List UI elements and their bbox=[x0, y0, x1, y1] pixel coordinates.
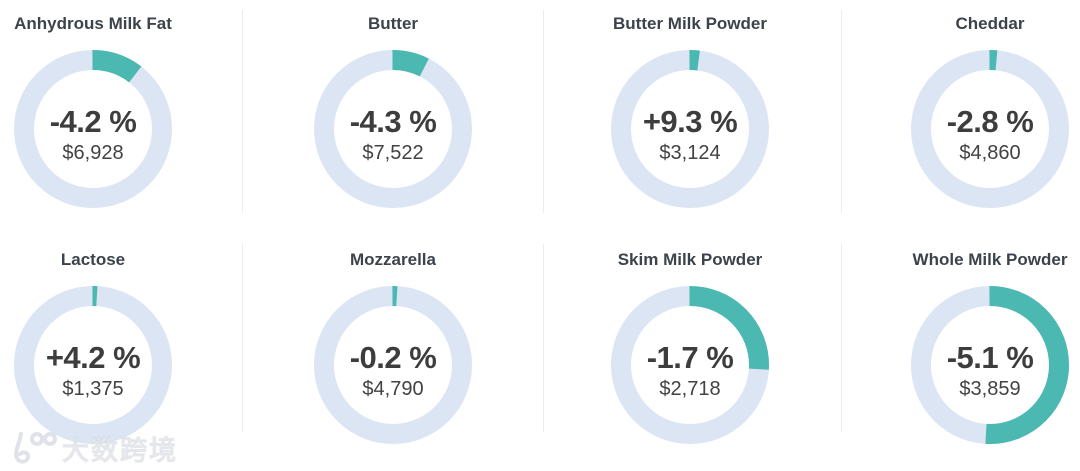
kpi-card-butter-milk-powder: Butter Milk Powder +9.3 % $3,124 bbox=[570, 13, 810, 209]
donut-track bbox=[14, 286, 172, 444]
kpi-card-skim-milk-powder: Skim Milk Powder -1.7 % $2,718 bbox=[570, 249, 810, 445]
kpi-card-whole-milk-powder: Whole Milk Powder -5.1 % $3,859 bbox=[870, 249, 1080, 445]
donut-arc bbox=[611, 50, 769, 208]
donut-track bbox=[14, 50, 172, 208]
donut-chart[interactable]: -1.7 % $2,718 bbox=[610, 285, 770, 445]
kpi-card-cheddar: Cheddar -2.8 % $4,860 bbox=[870, 13, 1080, 209]
kpi-card-anhydrous-milk-fat: Anhydrous Milk Fat -4.2 % $6,928 bbox=[0, 13, 213, 209]
kpi-card-butter: Butter -4.3 % $7,522 bbox=[273, 13, 513, 209]
donut-track bbox=[611, 50, 769, 208]
column-divider bbox=[242, 244, 243, 432]
donut-arc bbox=[314, 50, 472, 208]
donut-chart[interactable]: +9.3 % $3,124 bbox=[610, 49, 770, 209]
donut-arc bbox=[314, 286, 472, 444]
donut-arc bbox=[611, 286, 769, 444]
card-title: Anhydrous Milk Fat bbox=[14, 14, 172, 33]
column-divider bbox=[543, 244, 544, 432]
column-divider bbox=[242, 10, 243, 213]
donut-chart[interactable]: -4.3 % $7,522 bbox=[313, 49, 473, 209]
column-divider bbox=[841, 244, 842, 432]
donut-chart[interactable]: -2.8 % $4,860 bbox=[910, 49, 1070, 209]
column-divider bbox=[841, 10, 842, 213]
card-title: Butter Milk Powder bbox=[613, 14, 767, 33]
card-title: Cheddar bbox=[955, 14, 1025, 33]
donut-chart[interactable]: -5.1 % $3,859 bbox=[910, 285, 1070, 445]
donut-chart[interactable]: -0.2 % $4,790 bbox=[313, 285, 473, 445]
donut-arc bbox=[911, 50, 1069, 208]
donut-arc bbox=[911, 286, 1069, 444]
donut-track bbox=[314, 50, 472, 208]
column-divider bbox=[543, 10, 544, 213]
card-title: Mozzarella bbox=[350, 250, 436, 269]
donut-arc bbox=[14, 286, 172, 444]
donut-chart[interactable]: -4.2 % $6,928 bbox=[13, 49, 173, 209]
donut-arc bbox=[14, 50, 172, 208]
donut-track bbox=[314, 286, 472, 444]
card-title: Skim Milk Powder bbox=[617, 250, 763, 269]
card-title: Butter bbox=[367, 14, 419, 33]
kpi-card-lactose: Lactose +4.2 % $1,375 bbox=[0, 249, 213, 445]
donut-track bbox=[911, 50, 1069, 208]
card-title: Whole Milk Powder bbox=[912, 250, 1068, 269]
card-title: Lactose bbox=[60, 250, 126, 269]
kpi-card-mozzarella: Mozzarella -0.2 % $4,790 bbox=[273, 249, 513, 445]
donut-chart[interactable]: +4.2 % $1,375 bbox=[13, 285, 173, 445]
